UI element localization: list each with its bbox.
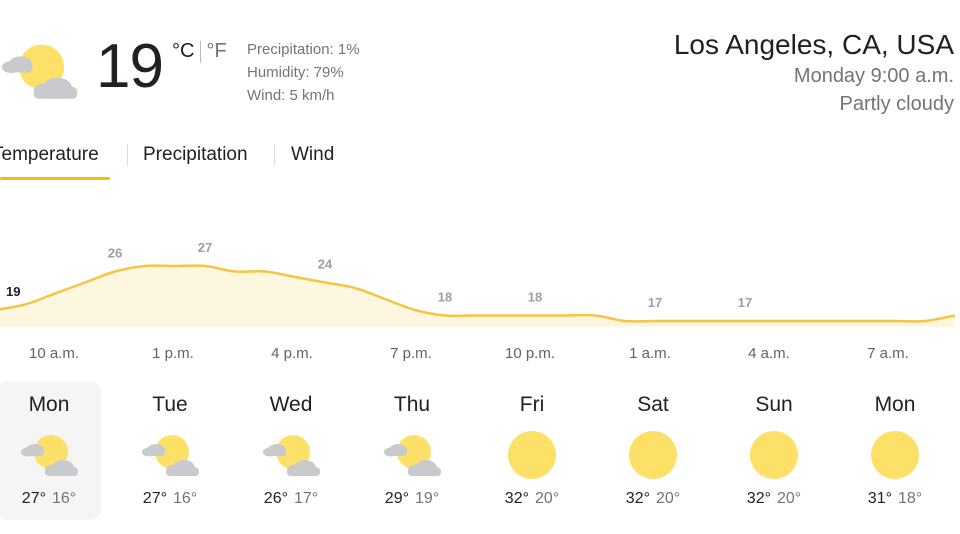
forecast-day[interactable]: Mon 27° 16° bbox=[0, 382, 101, 520]
sun-icon bbox=[744, 430, 804, 480]
partly-cloudy-icon bbox=[261, 430, 321, 480]
day-name: Sat bbox=[637, 393, 669, 416]
time-label: 10 p.m. bbox=[504, 345, 556, 362]
chart-value-label: 26 bbox=[108, 246, 122, 261]
low-temp: 17° bbox=[294, 490, 319, 507]
high-temp: 29° bbox=[384, 490, 409, 507]
partly-cloudy-icon bbox=[140, 430, 200, 480]
day-name: Wed bbox=[269, 393, 313, 416]
day-name: Thu bbox=[393, 393, 431, 416]
forecast-day[interactable]: Sun 32° 20° bbox=[722, 382, 826, 520]
forecast-day[interactable]: Tue 27° 16° bbox=[118, 382, 222, 520]
unit-toggle: °C °F bbox=[172, 40, 227, 63]
tab-divider bbox=[274, 144, 275, 166]
low-temp: 16° bbox=[173, 490, 198, 507]
active-tab-indicator bbox=[0, 177, 110, 180]
time-label: 7 a.m. bbox=[867, 345, 909, 362]
low-temp: 20° bbox=[535, 490, 560, 507]
chart-value-label: 18 bbox=[528, 290, 542, 305]
location-condition: Partly cloudy bbox=[839, 93, 955, 115]
low-temp: 20° bbox=[656, 490, 681, 507]
sun-icon bbox=[865, 430, 925, 480]
fahrenheit-unit[interactable]: °F bbox=[206, 40, 227, 62]
time-label: 1 a.m. bbox=[629, 345, 671, 362]
forecast-day[interactable]: Sat 32° 20° bbox=[601, 382, 705, 520]
time-label: 1 p.m. bbox=[152, 345, 194, 362]
partly-cloudy-icon bbox=[382, 430, 442, 480]
current-weather-icon bbox=[0, 38, 84, 104]
weather-details: Precipitation: 1% Humidity: 79% Wind: 5 … bbox=[247, 38, 360, 107]
chart-value-label: 17 bbox=[648, 295, 662, 310]
forecast-day[interactable]: Thu 29° 19° bbox=[360, 382, 464, 520]
location-title[interactable]: Los Angeles, CA, USA bbox=[673, 29, 954, 60]
sun-icon bbox=[623, 430, 683, 480]
chart-value-label: 24 bbox=[318, 257, 333, 272]
low-temp: 20° bbox=[777, 490, 802, 507]
forecast-day[interactable]: Mon 31° 18° bbox=[843, 382, 947, 520]
chart-value-label: 18 bbox=[438, 290, 452, 305]
chart-value-label: 19 bbox=[6, 284, 20, 299]
sun-icon bbox=[502, 430, 562, 480]
day-name: Mon bbox=[874, 393, 916, 416]
forecast-day[interactable]: Wed 26° 17° bbox=[239, 382, 343, 520]
low-temp: 19° bbox=[415, 490, 440, 507]
forecast-day[interactable]: Fri 32° 20° bbox=[480, 382, 584, 520]
high-temp: 27° bbox=[142, 490, 167, 507]
tab-precipitation[interactable]: Precipitation bbox=[143, 144, 248, 165]
humidity-detail: Humidity: 79% bbox=[247, 64, 344, 81]
partly-cloudy-icon bbox=[19, 430, 79, 480]
temperature-chart: 19 26 27 24 18 18 17 17 bbox=[0, 240, 956, 327]
location-datetime: Monday 9:00 a.m. bbox=[793, 65, 954, 87]
day-name: Tue bbox=[152, 393, 188, 416]
time-label: 4 a.m. bbox=[748, 345, 790, 362]
day-name: Mon bbox=[28, 393, 70, 416]
time-label: 10 a.m. bbox=[28, 345, 80, 362]
current-temperature: 19 bbox=[96, 32, 164, 101]
time-label: 4 p.m. bbox=[271, 345, 313, 362]
chart-area bbox=[0, 265, 955, 327]
time-label: 7 p.m. bbox=[390, 345, 432, 362]
location-header: Los Angeles, CA, USA Monday 9:00 a.m. Pa… bbox=[674, 28, 954, 118]
high-temp: 32° bbox=[746, 490, 771, 507]
day-name: Sun bbox=[755, 393, 793, 416]
tab-temperature[interactable]: Temperature bbox=[0, 144, 99, 165]
precipitation-detail: Precipitation: 1% bbox=[247, 41, 360, 58]
tab-divider bbox=[127, 144, 128, 166]
chart-value-label: 27 bbox=[198, 240, 212, 255]
low-temp: 18° bbox=[898, 490, 923, 507]
day-name: Fri bbox=[519, 393, 545, 416]
wind-detail: Wind: 5 km/h bbox=[247, 87, 335, 104]
high-temp: 32° bbox=[625, 490, 650, 507]
tab-wind[interactable]: Wind bbox=[291, 144, 335, 165]
unit-separator bbox=[200, 40, 202, 63]
low-temp: 16° bbox=[52, 490, 77, 507]
high-temp: 32° bbox=[504, 490, 529, 507]
chart-value-label: 17 bbox=[738, 295, 752, 310]
high-temp: 27° bbox=[21, 490, 46, 507]
high-temp: 26° bbox=[263, 490, 288, 507]
chart-line bbox=[0, 264, 956, 323]
celsius-unit[interactable]: °C bbox=[172, 40, 195, 62]
high-temp: 31° bbox=[867, 490, 892, 507]
